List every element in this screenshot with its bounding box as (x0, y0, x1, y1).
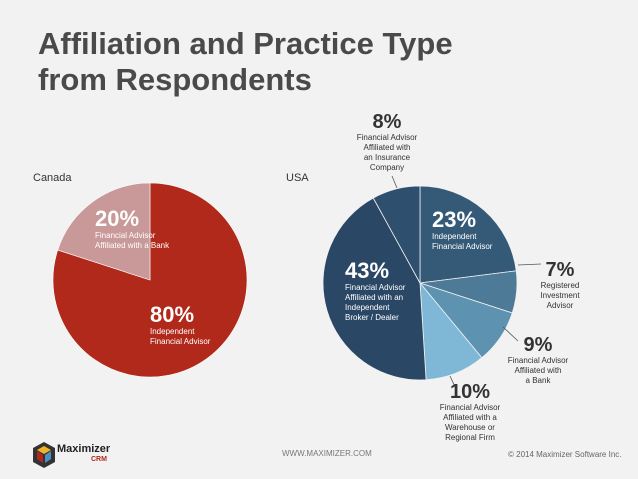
canada-label-80-text: Independent (150, 327, 195, 336)
logo-icon (33, 442, 55, 468)
usa-label-8-value: 8% (373, 111, 402, 133)
usa-label-10-text: Regional Firm (445, 433, 495, 442)
usa-label-43-text: Affiliated with an (345, 293, 403, 302)
usa-label-10-text: Warehouse or (445, 423, 495, 432)
usa-label-8-text: an Insurance (364, 153, 411, 162)
usa-label-10-text: Affiliated with a (443, 413, 497, 422)
canada-label-20-text: Affiliated with a Bank (95, 241, 170, 250)
usa-label-8-text: Financial Advisor (357, 133, 418, 142)
usa-slice-5 (372, 185, 421, 284)
title-line-1: Affiliation and Practice Type (38, 26, 453, 61)
usa-label: USA (286, 172, 309, 184)
usa-label-23-value: 23% (432, 207, 476, 232)
leader-line-8 (391, 175, 398, 189)
usa-label-23-text: Independent (432, 232, 477, 241)
page-title: Affiliation and Practice Type from Respo… (38, 26, 598, 98)
usa-label-9-text: Financial Advisor (508, 356, 569, 365)
canada-label-80-text: Financial Advisor (150, 337, 211, 346)
usa-label-7-text: Investment (540, 291, 580, 300)
footer-copyright: © 2014 Maximizer Software Inc. (508, 450, 622, 459)
usa-label-7-value: 7% (546, 259, 575, 281)
usa-label-10-text: Financial Advisor (440, 403, 501, 412)
usa-label-9-value: 9% (524, 334, 553, 356)
usa-label-23-text: Financial Advisor (432, 242, 493, 251)
usa-label-8-text: Affiliated with (364, 143, 411, 152)
canada-slice-1 (57, 182, 151, 281)
canada-label-20-text: Financial Advisor (95, 231, 156, 240)
footer-url[interactable]: WWW.MAXIMIZER.COM (282, 449, 372, 458)
canada-label-20-value: 20% (95, 206, 139, 231)
usa-label-9-text: a Bank (526, 376, 552, 385)
usa-slice-4 (322, 197, 427, 381)
usa-label-10-value: 10% (450, 381, 490, 403)
logo-text: Maximizer (57, 443, 111, 455)
usa-label-7-text: Advisor (547, 301, 574, 310)
maximizer-logo: Maximizer CRM (33, 440, 143, 470)
usa-slice-0 (419, 185, 517, 284)
leader-line-10 (449, 375, 457, 390)
usa-label-43-value: 43% (345, 258, 389, 283)
leader-line-9 (502, 326, 519, 342)
usa-label-43-text: Independent (345, 303, 390, 312)
usa-label-8-text: Company (370, 163, 404, 172)
canada-label: Canada (33, 172, 72, 184)
usa-label-9-text: Affiliated with (515, 366, 562, 375)
usa-label-43-text: Broker / Dealer (345, 313, 399, 322)
usa-label-43-text: Financial Advisor (345, 283, 406, 292)
canada-label-80-value: 80% (150, 302, 194, 327)
usa-label-7-text: Registered (541, 281, 580, 290)
logo-subtext: CRM (91, 456, 107, 463)
leader-line-7 (517, 263, 542, 266)
title-line-2: from Respondents (38, 62, 312, 97)
